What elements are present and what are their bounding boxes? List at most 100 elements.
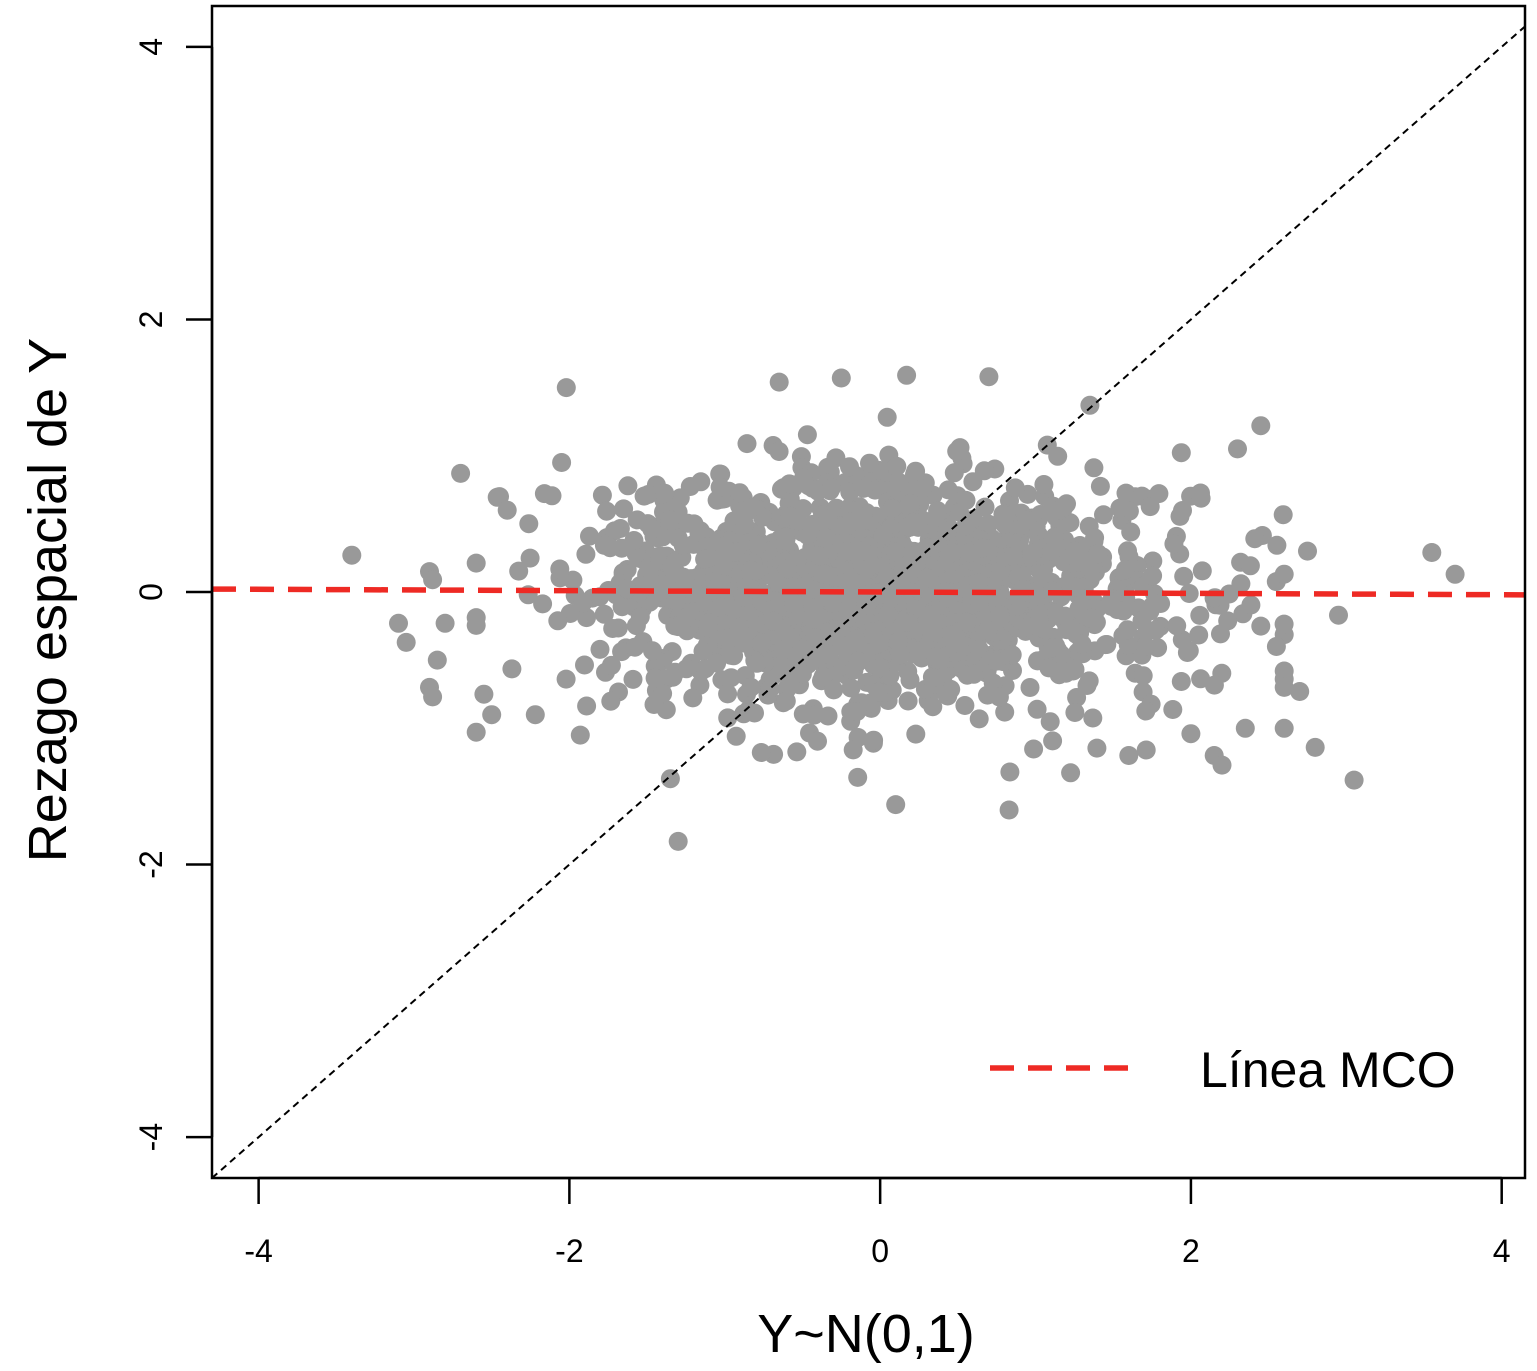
- data-point: [519, 514, 539, 534]
- data-point: [710, 464, 730, 484]
- data-point: [1170, 506, 1190, 526]
- data-point: [423, 570, 443, 590]
- data-point: [576, 544, 596, 564]
- data-point: [944, 463, 964, 483]
- data-point: [909, 641, 929, 661]
- data-point: [1290, 682, 1310, 701]
- data-point: [822, 478, 842, 498]
- data-point: [889, 473, 909, 492]
- data-point: [779, 474, 799, 494]
- data-point: [1043, 638, 1062, 658]
- x-tick-label: -2: [555, 1233, 583, 1269]
- data-point: [1116, 483, 1136, 503]
- data-point: [1174, 566, 1194, 586]
- data-point: [987, 651, 1007, 671]
- y-tick-label: -4: [133, 1123, 169, 1151]
- data-point: [818, 457, 838, 477]
- data-point: [1274, 677, 1294, 697]
- data-point: [928, 501, 948, 521]
- data-point: [923, 668, 943, 688]
- data-point: [969, 573, 989, 593]
- data-point: [931, 649, 950, 668]
- data-point: [1274, 718, 1294, 738]
- data-point: [552, 453, 572, 472]
- data-point: [1179, 584, 1199, 603]
- data-point: [718, 684, 738, 704]
- data-point: [900, 670, 920, 690]
- data-point: [644, 695, 664, 714]
- data-point: [793, 704, 813, 724]
- data-point: [947, 441, 967, 461]
- data-point: [533, 594, 553, 614]
- data-point: [1085, 528, 1105, 548]
- data-point: [1151, 594, 1171, 613]
- data-point: [1241, 595, 1261, 615]
- data-point: [978, 514, 998, 534]
- data-point: [878, 604, 898, 624]
- data-point: [1133, 666, 1153, 686]
- data-point: [1034, 475, 1054, 494]
- data-point: [921, 605, 941, 625]
- data-point: [1088, 544, 1108, 564]
- data-point: [614, 499, 634, 519]
- data-point: [810, 546, 830, 566]
- data-point: [594, 535, 614, 555]
- data-point: [1077, 676, 1097, 695]
- data-point: [888, 632, 908, 652]
- data-point: [745, 703, 764, 723]
- data-point: [813, 564, 833, 584]
- data-point: [854, 478, 873, 498]
- data-point: [1005, 478, 1025, 498]
- data-point: [1040, 712, 1060, 732]
- data-point: [869, 682, 888, 702]
- data-point: [893, 612, 913, 632]
- data-point: [710, 477, 730, 497]
- data-point: [451, 463, 471, 483]
- data-point: [787, 742, 807, 762]
- data-point: [1072, 634, 1092, 654]
- data-point: [741, 560, 761, 580]
- data-point: [423, 687, 443, 707]
- data-point: [769, 442, 789, 461]
- data-point: [577, 608, 596, 628]
- data-point: [775, 654, 795, 674]
- data-point: [906, 513, 926, 533]
- data-point: [1027, 699, 1047, 719]
- data-point: [841, 678, 861, 698]
- data-point: [897, 365, 917, 385]
- data-point: [1305, 737, 1325, 757]
- data-point: [1143, 566, 1163, 586]
- data-point: [1190, 605, 1210, 625]
- data-point: [999, 800, 1019, 820]
- data-point: [964, 664, 984, 684]
- data-point: [995, 702, 1015, 722]
- data-point: [594, 604, 614, 624]
- data-point: [724, 646, 744, 666]
- x-axis-title: Y~N(0,1): [757, 1304, 975, 1364]
- y-tick-label: -2: [133, 850, 169, 878]
- data-point: [808, 731, 827, 751]
- data-point: [848, 767, 868, 787]
- data-point: [886, 795, 906, 815]
- data-point: [969, 709, 989, 729]
- data-point: [482, 705, 502, 725]
- data-point: [974, 461, 994, 481]
- data-point: [937, 521, 957, 541]
- data-point: [1097, 635, 1117, 654]
- data-point: [575, 655, 594, 675]
- x-tick-label: 4: [1493, 1233, 1511, 1269]
- data-point: [668, 831, 688, 851]
- data-point: [1000, 762, 1020, 782]
- data-point: [860, 453, 879, 473]
- data-point: [730, 483, 750, 503]
- ols-regression-line: [212, 586, 1525, 598]
- data-point: [548, 611, 568, 631]
- data-point: [846, 629, 866, 649]
- data-point: [570, 725, 590, 745]
- data-point: [995, 514, 1015, 534]
- data-point: [1228, 439, 1247, 459]
- data-point: [887, 456, 907, 476]
- data-point: [1273, 505, 1293, 525]
- data-point: [818, 644, 838, 664]
- data-point: [1181, 724, 1201, 744]
